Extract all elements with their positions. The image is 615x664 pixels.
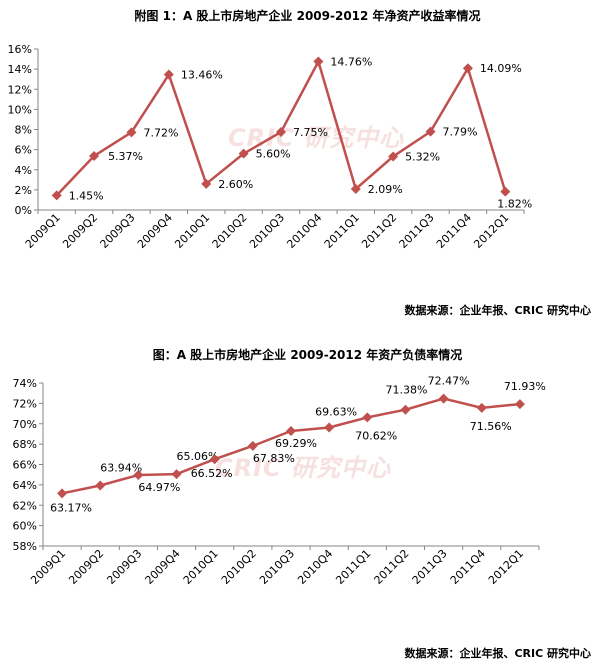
x-tick-label: 2010Q2 [219,547,259,587]
data-label: 13.46% [181,69,223,82]
chart1-title: 附图 1：A 股上市房地产企业 2009-2012 年净资产收益率情况 [134,9,481,23]
data-point [171,469,182,480]
data-point [425,126,436,137]
data-point [133,469,144,480]
x-tick-label: 2010Q4 [295,547,335,587]
data-label: 66.52% [191,467,233,480]
y-tick-label: 14% [8,63,32,76]
y-tick-label: 2% [15,184,32,197]
data-label: 7.75% [293,126,328,139]
y-tick-label: 70% [13,418,37,431]
data-point [362,412,373,423]
data-label: 2.09% [368,183,403,196]
x-tick-label: 2012Q1 [486,547,526,587]
y-tick-label: 16% [8,43,32,56]
data-point [89,150,100,161]
data-label: 67.83% [253,452,295,465]
y-tick-label: 6% [15,144,32,157]
data-label: 5.32% [405,150,440,163]
chart1-watermark: CRIC 研究中心 [228,124,404,152]
x-tick-label: 2011Q3 [410,547,450,587]
y-tick-label: 10% [8,103,32,116]
chart2-title: 图：A 股上市房地产企业 2009-2012 年资产负债率情况 [152,348,463,362]
chart2-watermark: CRIC 研究中心 [215,454,391,482]
data-point [209,454,220,465]
data-point [350,183,361,194]
data-point [286,425,296,436]
data-label: 5.60% [256,148,291,161]
data-label: 7.79% [443,126,478,139]
data-point [95,480,106,491]
data-label: 1.45% [69,189,104,202]
data-label: 65.06% [177,450,219,463]
y-tick-label: 64% [13,479,37,492]
debt-ratio-line-chart: 58%60%62%64%66%68%70%72%74%2009Q12009Q22… [13,375,546,587]
data-point [324,422,335,433]
data-point [51,190,62,201]
x-tick-label: 2011Q4 [448,547,488,587]
data-point [388,151,399,162]
y-tick-label: 8% [15,124,32,137]
data-label: 63.94% [100,461,142,474]
data-label: 7.72% [143,126,178,139]
data-point [400,404,411,415]
data-label: 70.62% [355,429,397,442]
y-tick-label: 4% [15,164,32,177]
y-tick-label: 74% [13,377,37,390]
data-label: 71.38% [385,384,427,397]
data-label: 69.63% [315,406,357,419]
x-tick-label: 2009Q4 [143,547,183,587]
data-label: 69.29% [275,437,317,450]
data-point [514,399,525,410]
data-label: 5.37% [108,150,143,163]
chart1-source: 数据来源：企业年报、CRIC 研究中心 [404,304,591,317]
data-point [476,402,487,413]
y-tick-label: 72% [13,397,37,410]
y-tick-label: 66% [13,459,37,472]
y-tick-label: 68% [13,438,37,451]
data-point [238,148,249,159]
x-tick-label: 2010Q3 [257,547,297,587]
data-label: 2.60% [218,178,253,191]
data-label: 71.93% [504,380,546,393]
data-point [438,393,449,404]
y-tick-label: 12% [8,83,32,96]
y-tick-label: 58% [13,540,37,553]
x-tick-label: 2011Q1 [333,547,373,587]
data-label: 14.09% [480,62,522,75]
y-tick-label: 0% [15,204,32,217]
data-label: 63.17% [50,501,92,514]
data-point [57,488,68,499]
y-tick-label: 62% [13,499,37,512]
data-label: 72.47% [428,375,470,388]
y-tick-label: 60% [13,520,37,533]
data-point [163,69,174,80]
data-label: 14.76% [330,55,372,68]
x-tick-label: 2009Q3 [104,547,144,587]
data-point [126,127,137,138]
data-label: 1.82% [497,198,532,211]
data-point [201,178,212,189]
data-label: 71.56% [470,420,512,433]
roe-line-chart: 0%2%4%6%8%10%12%14%16%2009Q12009Q22009Q3… [8,43,533,251]
x-tick-label: 2011Q2 [372,547,412,587]
data-point [276,127,286,138]
x-tick-label: 2010Q1 [181,547,221,587]
x-tick-label: 2009Q2 [66,547,106,587]
chart2-source: 数据来源：企业年报、CRIC 研究中心 [404,647,591,660]
data-label: 64.97% [138,481,180,494]
data-point [313,56,324,67]
data-point [247,440,258,451]
data-point [500,186,511,197]
data-point [462,63,473,74]
